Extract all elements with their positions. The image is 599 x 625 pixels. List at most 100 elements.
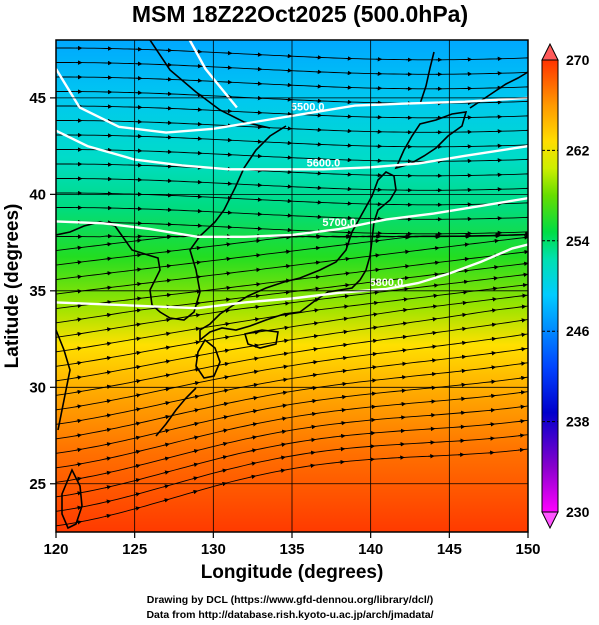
x-axis-label: Longitude (degrees) [201, 562, 384, 583]
wind-arrow [459, 410, 466, 416]
wind-arrow [75, 505, 83, 511]
wind-arrow [75, 433, 83, 438]
wind-arrow [341, 342, 348, 348]
wind-arrow [105, 341, 112, 346]
wind-arrow [431, 304, 438, 309]
x-tick-label: 140 [358, 541, 383, 558]
wind-arrow [224, 256, 232, 262]
colorbar-label: 270 [566, 52, 590, 68]
wind-arrow [400, 348, 408, 353]
wind-arrow [519, 361, 526, 366]
wind-arrow [310, 385, 318, 391]
wind-arrow [75, 346, 83, 351]
wind-arrow [251, 395, 259, 401]
wind-arrow [282, 312, 290, 318]
wind-arrow [165, 278, 172, 283]
wind-arrow [75, 317, 83, 322]
wind-arrow [222, 388, 229, 393]
wind-arrow [254, 267, 261, 273]
wind-arrow [222, 375, 230, 380]
wind-arrow [402, 286, 409, 292]
wind-arrow [75, 331, 83, 337]
wind-arrow [135, 238, 142, 243]
wind-arrow [283, 301, 290, 306]
wind-arrow [521, 282, 528, 288]
wind-arrow [194, 326, 201, 332]
wind-arrow [253, 304, 261, 310]
streamline [56, 233, 528, 280]
wind-arrow [191, 476, 199, 481]
wind-arrow [75, 274, 83, 280]
wind-arrow [339, 433, 346, 439]
wind-arrow [75, 260, 83, 265]
streamline [56, 47, 528, 61]
wind-arrow [431, 293, 439, 299]
wind-arrow [459, 382, 467, 388]
colorbar-label: 246 [566, 323, 590, 339]
streamline [56, 448, 528, 527]
wind-arrow [135, 252, 142, 258]
wind-arrow [311, 372, 318, 378]
wind-arrow [105, 355, 112, 361]
wind-arrow [490, 297, 498, 302]
wind-arrow [459, 368, 467, 374]
wind-arrow [251, 422, 258, 427]
drawing-credit: Drawing by DCL (https://www.gfd-dennou.o… [147, 594, 433, 606]
wind-arrow [105, 399, 112, 404]
wind-arrow [105, 256, 113, 262]
colorbar-label: 238 [566, 414, 590, 430]
wind-arrow [135, 234, 143, 239]
contour-line [56, 129, 528, 171]
wind-arrow [399, 415, 406, 420]
wind-arrow [221, 428, 229, 433]
wind-arrow [284, 249, 291, 255]
wind-arrow [75, 418, 83, 424]
wind-arrow [370, 378, 377, 383]
wind-arrow [311, 360, 318, 365]
wind-arrow [75, 462, 83, 467]
wind-arrow [371, 338, 378, 344]
wind-arrow [283, 290, 291, 295]
wind-arrow [519, 375, 526, 381]
wind-arrow [372, 290, 380, 295]
colorbar-scale [541, 59, 559, 513]
wind-arrow [338, 446, 346, 452]
wind-arrow [164, 387, 171, 392]
wind-arrow [281, 364, 289, 370]
wind-arrow [162, 498, 170, 503]
streamline [56, 294, 528, 367]
wind-arrow [403, 235, 410, 240]
wind-arrow [489, 393, 496, 399]
wind-arrow [518, 433, 525, 438]
streamline [56, 76, 528, 90]
wind-arrow [518, 404, 526, 410]
y-tick-label: 45 [29, 90, 46, 107]
wind-arrow [373, 253, 381, 258]
wind-arrow [164, 331, 171, 337]
wind-arrow [191, 489, 199, 495]
wind-arrow [105, 456, 112, 461]
wind-arrow [340, 381, 348, 387]
wind-arrow [282, 338, 289, 344]
wind-arrow [282, 351, 289, 357]
wind-arrow [223, 321, 231, 327]
wind-arrow [75, 303, 83, 309]
wind-arrow [75, 404, 83, 409]
streamline [56, 236, 528, 295]
wind-arrow [339, 420, 347, 426]
wind-arrow [310, 411, 317, 417]
wind-arrow [163, 470, 170, 475]
streamline [56, 347, 528, 425]
wind-arrow [223, 335, 230, 340]
wind-arrow [371, 325, 378, 330]
wind-arrow [462, 242, 470, 247]
wind-arrow [224, 242, 232, 247]
wind-arrow [250, 448, 257, 453]
wind-arrow [401, 321, 408, 326]
wind-arrow [253, 330, 260, 335]
wind-arrow [521, 272, 528, 278]
wind-arrow [518, 419, 526, 424]
wind-arrow [280, 429, 287, 434]
x-tick-label: 145 [437, 541, 462, 558]
